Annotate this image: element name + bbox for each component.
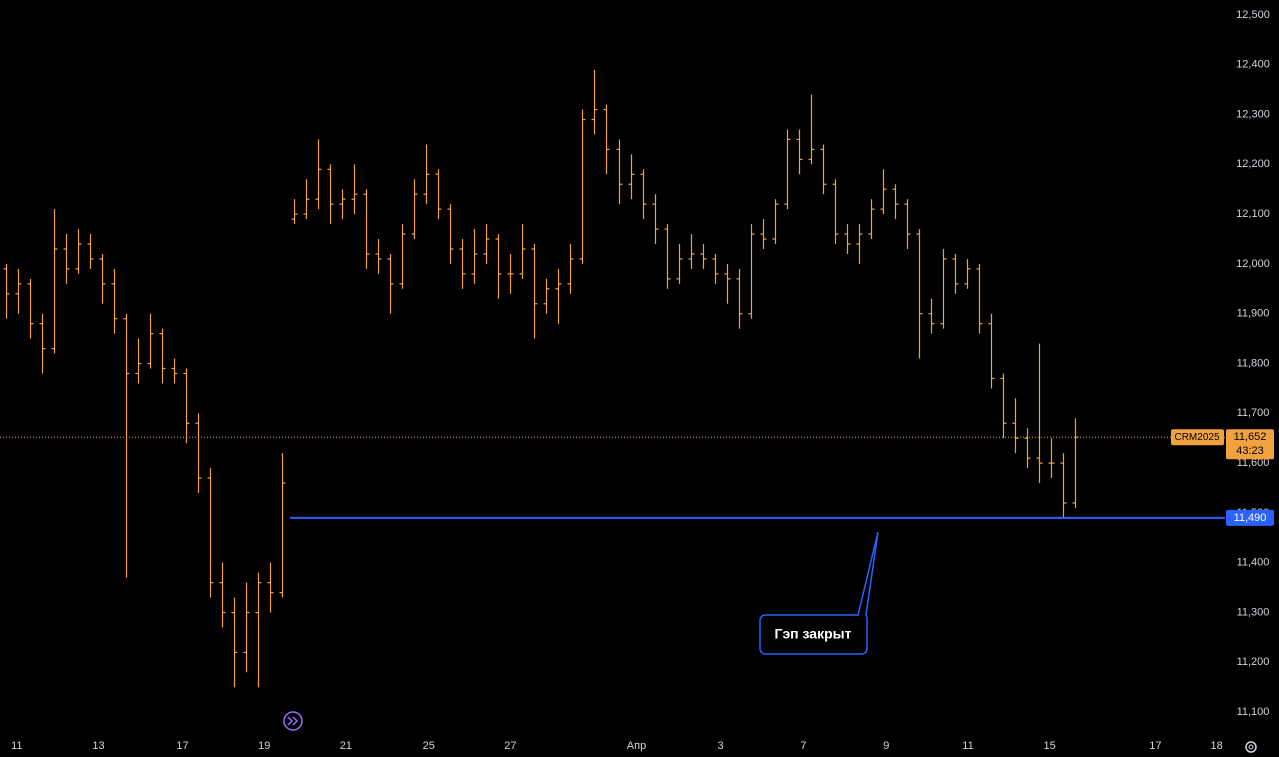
y-tick-label: 11,700 (1237, 407, 1270, 419)
x-tick-label: 21 (340, 740, 352, 752)
series-name-label: CRM2025 (1174, 432, 1219, 443)
x-tick-label: 3 (718, 740, 724, 752)
countdown-label: 43:23 (1236, 445, 1264, 457)
settings-icon[interactable] (1245, 741, 1257, 753)
y-tick-label: 11,400 (1237, 557, 1270, 569)
x-tick-label: 17 (1149, 740, 1161, 752)
y-tick-label: 11,800 (1237, 357, 1270, 369)
y-tick-label: 12,500 (1236, 9, 1270, 21)
y-tick-label: 11,300 (1237, 606, 1270, 618)
y-tick-label: 12,300 (1236, 108, 1270, 120)
x-tick-label: 13 (92, 740, 104, 752)
y-tick-label: 12,100 (1236, 208, 1270, 220)
y-tick-label: 12,000 (1236, 258, 1270, 270)
last-price-box (1226, 429, 1274, 460)
x-tick-label: 25 (423, 740, 435, 752)
level-label: 11,490 (1234, 512, 1267, 524)
x-tick-label: 17 (176, 740, 188, 752)
x-tick-label: 9 (883, 740, 889, 752)
x-tick-label: 19 (258, 740, 270, 752)
x-tick-label: 7 (800, 740, 806, 752)
last-price-label: 11,652 (1234, 431, 1267, 443)
y-tick-label: 11,100 (1237, 706, 1270, 718)
replay-icon[interactable] (283, 711, 303, 731)
y-tick-label: 12,400 (1236, 59, 1270, 71)
y-tick-label: 11,600 (1237, 457, 1270, 469)
annotation-text[interactable]: Гэп закрыт (775, 626, 852, 642)
x-tick-label: Апр (627, 740, 646, 752)
x-tick-label: 11 (962, 740, 973, 752)
ohlc-series (3, 69, 1079, 688)
x-tick-label: 11 (11, 740, 22, 752)
level-box (1226, 509, 1274, 526)
series-name-box (1171, 429, 1224, 446)
x-tick-label: 18 (1210, 740, 1222, 752)
x-tick-label: 27 (504, 740, 516, 752)
y-tick-label: 11,900 (1237, 308, 1270, 320)
annotation-callout[interactable] (759, 531, 879, 655)
y-tick-label: 12,200 (1236, 158, 1270, 170)
x-tick-label: 15 (1044, 740, 1056, 752)
y-tick-label: 11,200 (1237, 656, 1270, 668)
